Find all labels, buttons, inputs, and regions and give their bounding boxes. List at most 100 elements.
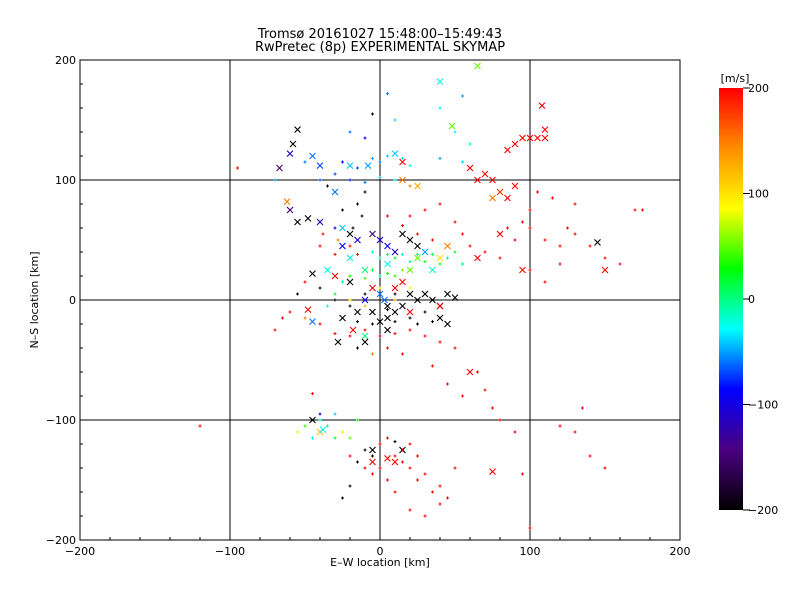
scatter-point-plus xyxy=(401,460,404,464)
scatter-point-x xyxy=(289,140,297,148)
scatter-point-x xyxy=(436,254,444,262)
scatter-point-x xyxy=(376,236,384,244)
colorbar-tick-label: 100 xyxy=(748,188,769,201)
scatter-point-plus xyxy=(363,466,367,470)
scatter-point-plus xyxy=(348,130,352,134)
scatter-point-plus xyxy=(431,238,434,242)
scatter-point-plus xyxy=(393,274,397,278)
scatter-point-x xyxy=(384,314,391,322)
scatter-point-x xyxy=(526,134,534,142)
scatter-point-plus xyxy=(438,502,442,506)
scatter-point-x xyxy=(414,182,421,190)
scatter-point-plus xyxy=(363,304,367,308)
scatter-point-plus xyxy=(351,226,355,230)
scatter-point-plus xyxy=(491,406,494,410)
scatter-point-x xyxy=(429,296,436,304)
scatter-point-plus xyxy=(386,346,389,350)
scatter-point-x xyxy=(304,215,312,222)
scatter-point-plus xyxy=(393,298,397,302)
scatter-point-plus xyxy=(423,208,427,212)
scatter-point-x xyxy=(384,326,391,334)
scatter-point-plus xyxy=(371,454,374,458)
scatter-point-plus xyxy=(378,160,382,164)
scatter-point-plus xyxy=(423,260,427,264)
x-tick-label: 200 xyxy=(670,545,691,558)
scatter-point-plus xyxy=(333,172,337,176)
scatter-point-plus xyxy=(356,418,359,422)
scatter-point-x xyxy=(399,302,406,310)
scatter-point-x xyxy=(421,290,429,298)
scatter-point-plus xyxy=(461,160,464,164)
y-tick-label: 200 xyxy=(55,54,76,67)
scatter-point-x xyxy=(331,188,339,196)
scatter-point-plus xyxy=(408,164,412,168)
scatter-point-plus xyxy=(348,178,352,182)
scatter-point-plus xyxy=(401,352,404,356)
scatter-point-x xyxy=(406,236,414,244)
scatter-point-plus xyxy=(431,364,434,368)
scatter-point-plus xyxy=(393,292,397,296)
scatter-point-plus xyxy=(408,508,412,512)
scatter-point-plus xyxy=(236,166,239,170)
scatter-point-plus xyxy=(408,328,412,332)
scatter-point-plus xyxy=(581,406,584,410)
scatter-point-x xyxy=(594,239,601,246)
scatter-point-x xyxy=(309,416,316,424)
scatter-point-plus xyxy=(423,310,427,314)
scatter-point-plus xyxy=(393,332,397,336)
scatter-point-x xyxy=(361,266,369,274)
scatter-point-plus xyxy=(363,190,367,194)
scatter-point-x xyxy=(349,326,357,334)
scatter-point-plus xyxy=(378,334,382,338)
scatter-point-x xyxy=(324,266,331,274)
scatter-point-x xyxy=(504,146,511,154)
scatter-point-plus xyxy=(543,280,547,284)
scatter-point-plus xyxy=(198,424,202,428)
scatter-point-x xyxy=(391,308,399,316)
scatter-point-plus xyxy=(356,252,359,256)
scatter-point-plus xyxy=(348,436,352,440)
scatter-point-x xyxy=(448,122,456,130)
scatter-point-x xyxy=(399,230,406,238)
scatter-point-plus xyxy=(318,178,322,182)
scatter-point-plus xyxy=(551,196,554,200)
scatter-point-x xyxy=(399,158,406,166)
scatter-point-x xyxy=(364,162,372,169)
scatter-point-x xyxy=(511,182,519,190)
scatter-point-plus xyxy=(528,268,532,272)
scatter-point-plus xyxy=(311,392,314,396)
y-tick-label: −100 xyxy=(46,414,76,427)
scatter-point-x xyxy=(391,284,399,292)
scatter-point-plus xyxy=(566,226,569,230)
scatter-point-plus xyxy=(498,418,502,422)
scatter-point-plus xyxy=(386,214,389,218)
scatter-point-plus xyxy=(348,274,352,278)
scatter-point-plus xyxy=(446,256,449,260)
x-tick-label: 0 xyxy=(377,545,384,558)
scatter-point-x xyxy=(339,314,346,322)
scatter-point-plus xyxy=(521,220,524,224)
scatter-point-plus xyxy=(273,328,277,332)
scatter-point-plus xyxy=(438,106,442,110)
scatter-point-plus xyxy=(371,352,374,356)
scatter-point-plus xyxy=(303,160,307,164)
scatter-point-plus xyxy=(633,208,637,212)
grid-lines xyxy=(80,60,680,540)
scatter-point-plus xyxy=(438,262,442,266)
scatter-point-plus xyxy=(603,256,607,260)
scatter-point-x xyxy=(496,188,504,196)
scatter-point-plus xyxy=(363,276,367,280)
scatter-point-plus xyxy=(360,214,364,218)
scatter-point-x xyxy=(481,170,489,178)
colorbar xyxy=(719,88,743,510)
scatter-point-x xyxy=(334,338,342,346)
scatter-point-plus xyxy=(303,316,307,320)
scatter-point-plus xyxy=(573,202,577,206)
scatter-point-plus xyxy=(423,514,427,518)
scatter-point-plus xyxy=(528,526,532,530)
scatter-point-plus xyxy=(371,112,374,116)
scatter-point-plus xyxy=(303,424,307,428)
colorbar-label: [m/s] xyxy=(721,72,750,85)
scatter-point-plus xyxy=(618,262,622,266)
scatter-point-x xyxy=(414,296,421,304)
